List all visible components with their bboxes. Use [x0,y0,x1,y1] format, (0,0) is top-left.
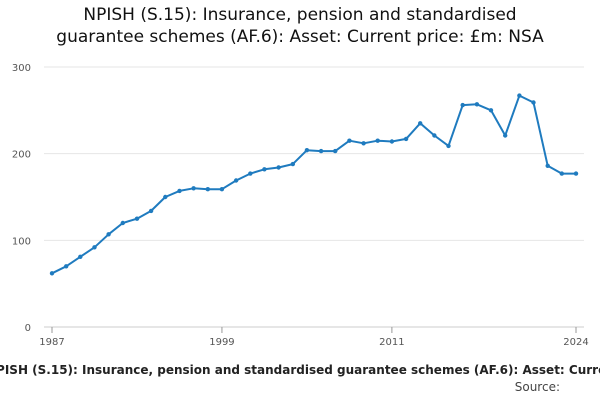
y-tick-label: 0 [25,323,31,334]
data-point[interactable] [120,220,126,226]
x-axis-ticks: 1987 1999 2011 2024 [39,327,589,348]
series-line [51,94,576,275]
data-point[interactable] [361,141,366,146]
data-point[interactable] [403,136,409,142]
y-tick-label: 300 [12,63,31,74]
data-point[interactable] [92,245,97,250]
data-point[interactable] [276,165,281,170]
x-tick-label: 2024 [563,337,588,348]
data-point[interactable] [205,187,210,192]
data-point[interactable] [559,171,564,176]
chart-title-line-2: guarantee schemes (AF.6): Asset: Current… [56,27,544,47]
data-point[interactable] [503,133,508,138]
data-point[interactable] [63,264,69,269]
data-point[interactable] [233,178,239,183]
series [49,93,579,276]
x-tick-label: 1987 [39,337,64,348]
x-tick-label: 2011 [379,337,404,348]
data-point[interactable] [460,102,465,108]
data-point[interactable] [375,138,380,143]
data-point[interactable] [531,100,536,105]
data-point[interactable] [106,232,111,237]
data-point[interactable] [488,108,494,113]
data-point[interactable] [148,208,154,214]
data-point[interactable] [432,133,437,138]
data-point[interactable] [78,254,83,259]
data-point[interactable] [517,93,522,98]
legend-label: NPISH (S.15): Insurance, pension and sta… [0,363,600,377]
chart-title: NPISH (S.15): Insurance, pension and sta… [0,4,600,48]
data-point[interactable] [191,186,196,191]
data-point[interactable] [573,171,579,176]
data-point[interactable] [347,138,352,143]
data-point[interactable] [49,271,55,276]
x-tick-label: 1999 [209,337,234,348]
y-tick-label: 200 [12,150,31,161]
data-point[interactable] [248,171,253,176]
y-axis-ticks: 0 100 200 300 [12,63,31,334]
data-point[interactable] [418,121,423,126]
data-point[interactable] [177,188,182,194]
data-point[interactable] [163,194,168,200]
data-point[interactable] [318,148,324,154]
legend: NPISH (S.15): Insurance, pension and sta… [0,360,600,380]
data-point[interactable] [474,102,480,107]
chart-title-line-1: NPISH (S.15): Insurance, pension and sta… [83,5,517,25]
gridlines [44,66,584,241]
data-point[interactable] [333,148,338,154]
y-tick-label: 100 [12,236,31,247]
data-point[interactable] [290,161,295,167]
data-point[interactable] [134,216,140,221]
data-point[interactable] [219,187,225,192]
data-point[interactable] [389,139,395,144]
data-point[interactable] [262,167,267,172]
source-label: Source: [514,380,560,394]
data-point[interactable] [304,148,310,153]
data-point[interactable] [545,163,550,168]
data-point[interactable] [446,143,451,149]
